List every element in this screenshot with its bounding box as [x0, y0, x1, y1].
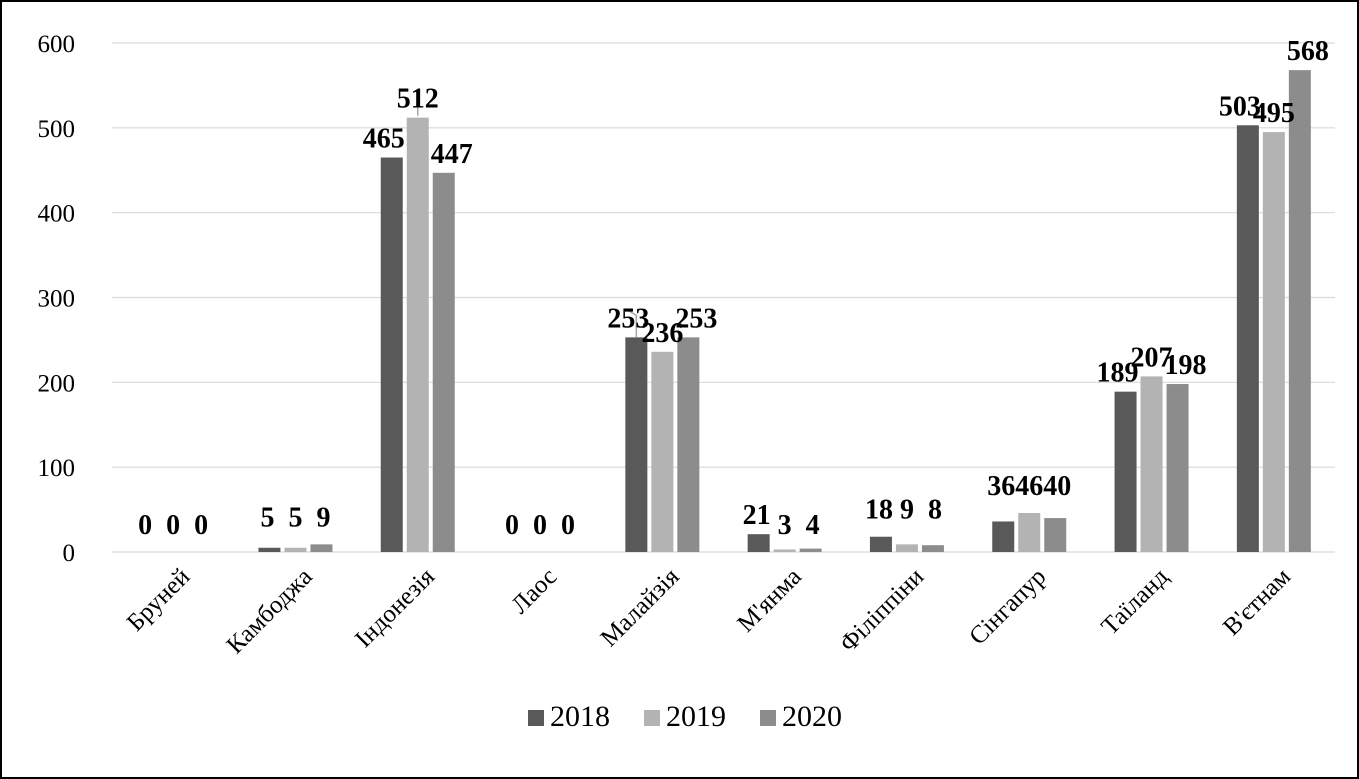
y-tick-label: 400: [38, 201, 76, 228]
data-label: 0: [533, 510, 547, 541]
bar: [1236, 125, 1259, 552]
bar: [258, 547, 281, 552]
data-label: 0: [138, 510, 152, 541]
legend-label: 2020: [782, 700, 842, 733]
category-label: Таїланд: [1096, 563, 1174, 641]
bar: [799, 548, 822, 552]
bar: [310, 544, 333, 552]
data-label: 512: [397, 84, 439, 115]
data-label: 189: [1097, 358, 1139, 389]
data-label: 9: [900, 495, 914, 526]
category-label: Малайзія: [596, 563, 685, 652]
data-label: 447: [431, 139, 473, 170]
bar: [1262, 132, 1285, 552]
bar: [1114, 391, 1137, 552]
legend-swatch: [644, 710, 660, 726]
data-label: 253: [607, 303, 649, 334]
label-leaders: [417, 92, 638, 338]
category-labels: Бруней Камбоджа Індонезія Лаос Малайзія М'янм…: [122, 563, 1296, 659]
data-label: 5: [288, 502, 302, 533]
y-tick-label: 300: [38, 286, 76, 313]
bar: [992, 521, 1015, 552]
y-tick-label: 0: [63, 540, 76, 567]
y-axis-ticks: 0 100 200 300 400 500 600: [38, 31, 76, 567]
y-tick-label: 500: [38, 116, 76, 143]
data-label: 236: [641, 318, 683, 349]
category-label: М'янма: [732, 563, 807, 638]
data-label: 46: [1015, 471, 1043, 502]
category-label: Лаос: [506, 563, 562, 619]
data-label: 5: [260, 502, 274, 533]
bar: [625, 337, 648, 552]
bar: [1018, 512, 1041, 552]
bar: [747, 534, 770, 552]
category-label: Бруней: [122, 563, 195, 636]
data-label: 465: [363, 124, 405, 155]
data-label: 3: [778, 510, 792, 541]
data-label: 9: [316, 502, 330, 533]
bar: [1140, 376, 1163, 552]
bar: [380, 157, 403, 552]
bars: [258, 70, 1311, 553]
data-label: 36: [987, 471, 1015, 502]
data-label: 495: [1253, 98, 1295, 129]
label-leader-line: [625, 308, 638, 338]
bar: [869, 536, 892, 552]
bar: [1166, 384, 1189, 552]
data-label: 568: [1287, 36, 1329, 67]
bar: [773, 549, 796, 552]
y-tick-label: 200: [38, 370, 76, 397]
bar: [921, 545, 944, 552]
data-label: 207: [1131, 342, 1173, 373]
legend-swatch: [528, 710, 544, 726]
data-label: 18: [865, 495, 893, 526]
bar: [284, 547, 307, 552]
data-label: 0: [505, 510, 519, 541]
bar: [1288, 70, 1311, 552]
data-label: 0: [561, 510, 575, 541]
data-label: 198: [1165, 350, 1207, 381]
bar: [406, 117, 429, 553]
bar: [677, 337, 700, 552]
legend-label: 2018: [550, 700, 610, 733]
data-label: 0: [194, 510, 208, 541]
data-label: 503: [1219, 91, 1261, 122]
y-tick-label: 600: [38, 31, 76, 58]
legend: 2018 2019 2020: [528, 700, 842, 733]
y-tick-label: 100: [38, 455, 76, 482]
bar: [895, 544, 918, 552]
bar: [651, 351, 674, 552]
category-label: В'єтнам: [1218, 563, 1296, 641]
data-label: 21: [743, 500, 771, 531]
legend-label: 2019: [666, 700, 726, 733]
data-label: 253: [675, 303, 717, 334]
category-label: Індонезія: [350, 563, 440, 653]
legend-swatch: [760, 710, 776, 726]
data-label: 4: [806, 510, 820, 541]
category-label: Сінгапур: [964, 563, 1051, 650]
bar: [432, 172, 455, 553]
category-label: Камбоджа: [222, 563, 318, 659]
data-label: 40: [1043, 471, 1071, 502]
data-label: 8: [928, 495, 942, 526]
data-label: 0: [166, 510, 180, 541]
category-label: Філіппіни: [835, 563, 929, 657]
bar: [1044, 518, 1067, 552]
